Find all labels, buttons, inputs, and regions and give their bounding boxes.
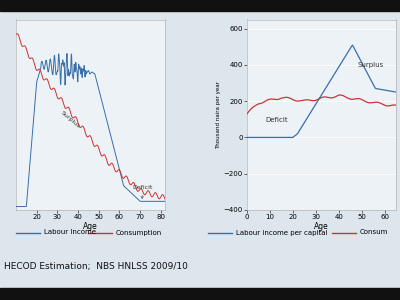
Y-axis label: Thousand naira per year: Thousand naira per year	[216, 81, 221, 149]
Text: Consum: Consum	[360, 230, 388, 236]
Text: HECOD Estimation;  NBS HNLSS 2009/10: HECOD Estimation; NBS HNLSS 2009/10	[4, 262, 188, 272]
Text: Deficit: Deficit	[265, 117, 288, 123]
Text: Surplus: Surplus	[59, 110, 80, 129]
X-axis label: Age: Age	[83, 222, 98, 231]
Text: Labour Income: Labour Income	[44, 230, 96, 236]
Text: Deficit: Deficit	[132, 185, 152, 199]
Text: Labour income per capital: Labour income per capital	[236, 230, 328, 236]
Text: Consumption: Consumption	[116, 230, 162, 236]
Text: Surplus: Surplus	[357, 62, 383, 68]
X-axis label: Age: Age	[314, 222, 329, 231]
